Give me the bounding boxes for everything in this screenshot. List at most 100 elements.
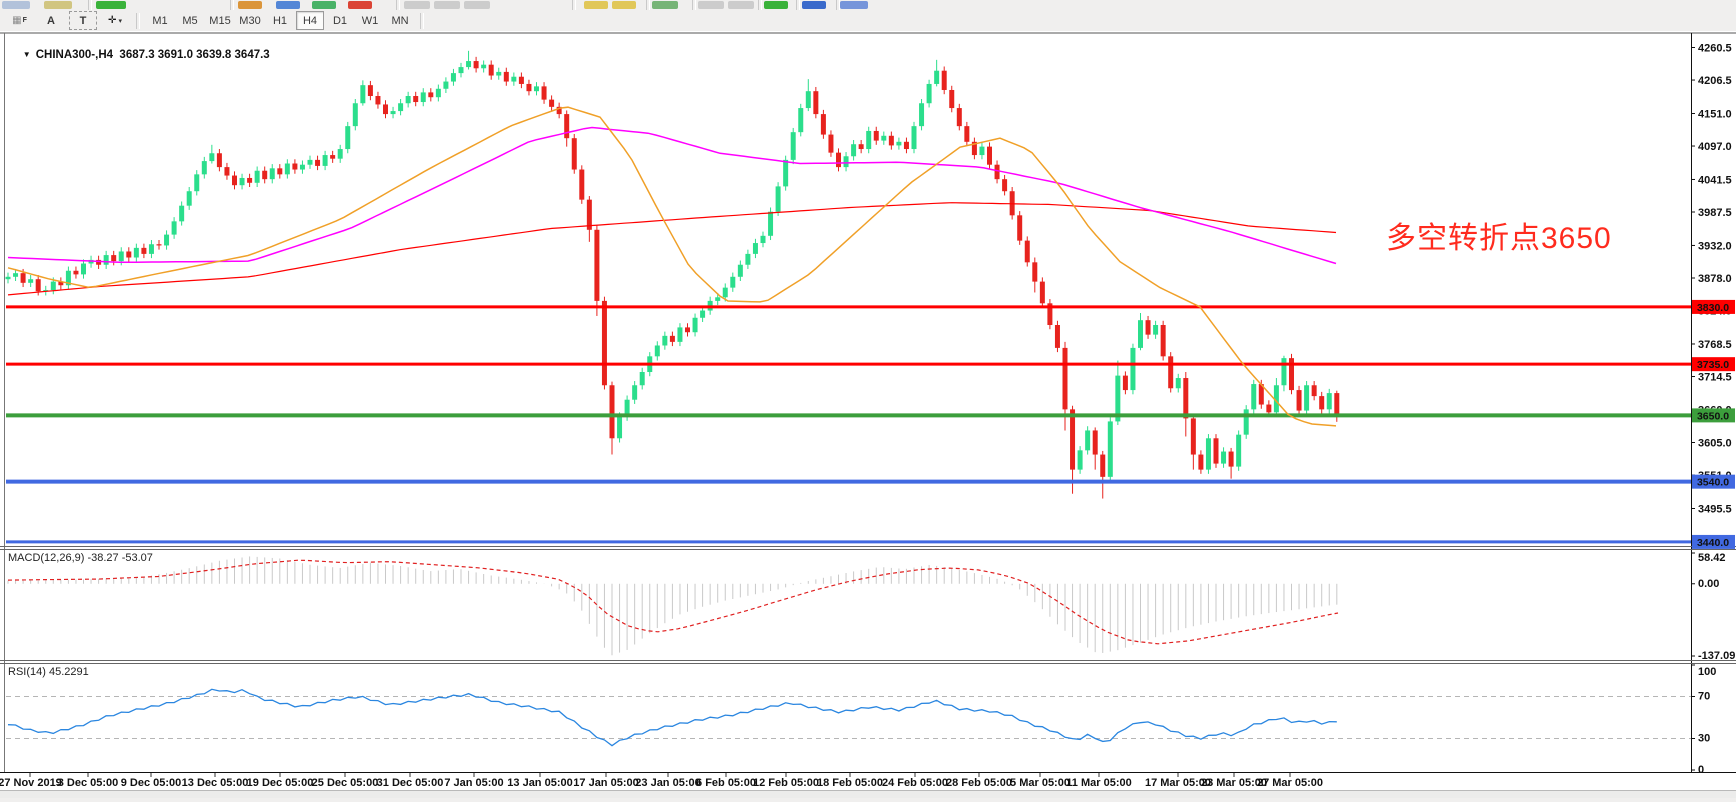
collapse-arrow-icon[interactable]: ▼ (22, 50, 31, 59)
drawing-tools-dropdown-sub-icon: ▾ (118, 17, 122, 25)
svg-text:3714.5: 3714.5 (1698, 372, 1732, 384)
drawing-tools-group: ▦ F A T ✛ ▾ (3, 11, 131, 30)
timeframe-button-m30[interactable]: M30 (239, 14, 261, 27)
timeframe-button-w1[interactable]: W1 (361, 14, 379, 27)
svg-text:25 Dec 05:00: 25 Dec 05:00 (312, 777, 379, 789)
svg-text:3495.5: 3495.5 (1698, 503, 1732, 515)
toolbar-row-bottom: ▦ F A T ✛ ▾ M1 M5 M15 M30 H1 H4 D1 W1 MN (0, 10, 1736, 32)
svg-text:3987.5: 3987.5 (1698, 207, 1732, 219)
timeframe-button-h1[interactable]: H1 (272, 14, 288, 27)
snap-grid-tool-sub-icon: F (22, 17, 27, 24)
chart-title-text: CHINA300-,H4 3687.3 3691.0 3639.8 3647.3 (35, 49, 270, 61)
annotation-text: 多空转折点3650 (1386, 222, 1612, 255)
svg-text:4260.5: 4260.5 (1698, 43, 1732, 55)
timeframe-button-d1[interactable]: D1 (332, 14, 348, 27)
timeframe-buttons-group: M1 M5 M15 M30 H1 H4 D1 W1 MN (145, 11, 415, 30)
toolbar-icon-4[interactable] (238, 1, 262, 9)
svg-text:3768.5: 3768.5 (1698, 339, 1732, 351)
toolbar-separator (230, 0, 234, 10)
toolbar-separator (572, 0, 576, 10)
svg-text:6 Feb 05:00: 6 Feb 05:00 (696, 777, 756, 789)
chart-canvas[interactable]: 4260.5 4206.5 4151.0 4097.0 4041.5 3987.5 3932… (0, 31, 1736, 797)
toolbar-icon-1[interactable] (2, 1, 30, 9)
timeframe-button-m1[interactable]: M1 (152, 14, 168, 27)
svg-text:13 Dec 05:00: 13 Dec 05:00 (182, 777, 249, 789)
toolbar-icon-10[interactable] (464, 1, 490, 9)
rsi-indicator-label: RSI(14) 45.2291 (8, 666, 89, 678)
toolbar-icon-15[interactable] (728, 1, 754, 9)
toolbar-icon-6[interactable] (312, 1, 336, 9)
svg-text:3605.0: 3605.0 (1698, 438, 1732, 450)
toolbar-row-top (0, 0, 1736, 10)
svg-text:27 Mar 05:00: 27 Mar 05:00 (1257, 777, 1323, 789)
toolbar-icon-16[interactable] (764, 1, 788, 9)
timeframe-button-m5[interactable]: M5 (182, 14, 198, 27)
timeframe-button-mn[interactable]: MN (391, 14, 409, 27)
svg-text:3 Dec 05:00: 3 Dec 05:00 (58, 777, 119, 789)
text-box-tool-icon[interactable]: T (69, 11, 97, 30)
svg-text:23 Jan 05:00: 23 Jan 05:00 (635, 777, 700, 789)
svg-text:3735.0: 3735.0 (1697, 359, 1729, 371)
toolbar-icon-12[interactable] (612, 1, 636, 9)
toolbar-icon-5[interactable] (276, 1, 300, 9)
toolbar-icon-17[interactable] (802, 1, 826, 9)
svg-text:0.00: 0.00 (1698, 578, 1719, 590)
timeframe-button-m15[interactable]: M15 (209, 14, 231, 27)
svg-text:58.42: 58.42 (1698, 552, 1726, 564)
svg-text:13 Jan 05:00: 13 Jan 05:00 (507, 777, 572, 789)
svg-text:24 Feb 05:00: 24 Feb 05:00 (882, 777, 948, 789)
toolbar-separator (758, 0, 762, 10)
macd-indicator-label: MACD(12,26,9) -38.27 -53.07 (8, 552, 153, 564)
toolbar-icon-3[interactable] (96, 1, 126, 9)
svg-text:4206.5: 4206.5 (1698, 75, 1732, 87)
toolbar-icon-7[interactable] (348, 1, 372, 9)
level-lines (6, 305, 1691, 544)
svg-text:4151.0: 4151.0 (1698, 108, 1732, 120)
ma-orange-fast-line (7, 106, 1337, 427)
svg-text:12 Feb 05:00: 12 Feb 05:00 (753, 777, 819, 789)
toolbar-icon-8[interactable] (404, 1, 430, 9)
svg-text:3650.0: 3650.0 (1697, 410, 1729, 422)
svg-text:3932.0: 3932.0 (1698, 240, 1732, 252)
svg-text:100: 100 (1698, 666, 1716, 678)
toolbar-separator (836, 0, 840, 10)
macd-layer: 58.42 0.00 -137.09 (7, 552, 1735, 662)
chart-window: 4260.5 4206.5 4151.0 4097.0 4041.5 3987.5 3932… (0, 31, 1736, 798)
timeframe-button-h4[interactable]: H4 (296, 11, 324, 30)
toolbar-icon-18[interactable] (840, 1, 868, 9)
svg-text:11 Mar 05:00: 11 Mar 05:00 (1066, 777, 1131, 789)
level-price-badges: 3830.0 3735.0 3650.0 3540.0 3440.0 (1692, 299, 1735, 549)
toolbar-separator (396, 0, 400, 10)
svg-text:31 Dec 05:00: 31 Dec 05:00 (377, 777, 444, 789)
svg-text:3440.0: 3440.0 (1697, 537, 1729, 549)
text-label-tool-icon[interactable]: A (47, 14, 55, 27)
rsi-layer: 100 70 30 0 (7, 664, 1716, 776)
svg-text:70: 70 (1698, 691, 1710, 703)
svg-text:19 Dec 05:00: 19 Dec 05:00 (247, 777, 314, 789)
pane-borders (0, 32, 1736, 773)
window-bottom-strip (0, 790, 1736, 798)
toolbar-separator (136, 12, 140, 29)
svg-text:27 Nov 2019: 27 Nov 2019 (0, 777, 62, 789)
chart-svg: 4260.5 4206.5 4151.0 4097.0 4041.5 3987.5 3932… (0, 31, 1736, 797)
rsi-gridlines (6, 696, 1691, 739)
toolbar-separator (692, 0, 696, 10)
ma-red-slow-line (7, 202, 1337, 296)
svg-text:0: 0 (1698, 764, 1704, 776)
svg-text:5 Mar 05:00: 5 Mar 05:00 (1010, 777, 1070, 789)
drawing-tools-dropdown-icon[interactable]: ✛ ▾ (108, 15, 122, 26)
svg-text:30: 30 (1698, 733, 1710, 745)
toolbar-icon-14[interactable] (698, 1, 724, 9)
svg-text:28 Feb 05:00: 28 Feb 05:00 (946, 777, 1012, 789)
toolbar-separator (88, 0, 92, 10)
chart-title: ▼ CHINA300-,H4 3687.3 3691.0 3639.8 3647.… (10, 37, 270, 73)
toolbar-icon-11[interactable] (584, 1, 608, 9)
snap-grid-tool-icon[interactable]: ▦ F (12, 15, 27, 26)
svg-text:23 Mar 05:00: 23 Mar 05:00 (1201, 777, 1267, 789)
toolbar-icon-9[interactable] (434, 1, 460, 9)
svg-text:4041.5: 4041.5 (1698, 174, 1732, 186)
toolbar-icon-13[interactable] (652, 1, 678, 9)
toolbar-icon-2[interactable] (44, 1, 72, 9)
svg-text:3830.0: 3830.0 (1697, 302, 1729, 314)
